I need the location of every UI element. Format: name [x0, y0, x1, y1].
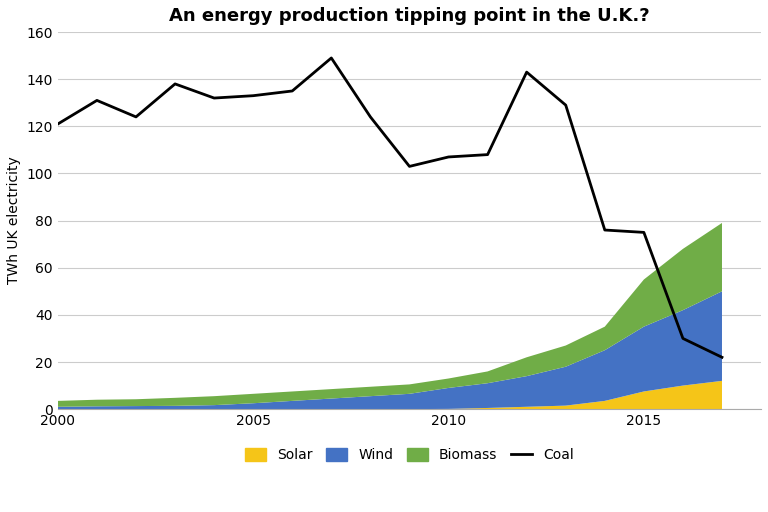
Y-axis label: TWh UK electricity: TWh UK electricity [7, 157, 21, 285]
Legend: Solar, Wind, Biomass, Coal: Solar, Wind, Biomass, Coal [240, 444, 578, 466]
Title: An energy production tipping point in the U.K.?: An energy production tipping point in th… [169, 7, 650, 25]
